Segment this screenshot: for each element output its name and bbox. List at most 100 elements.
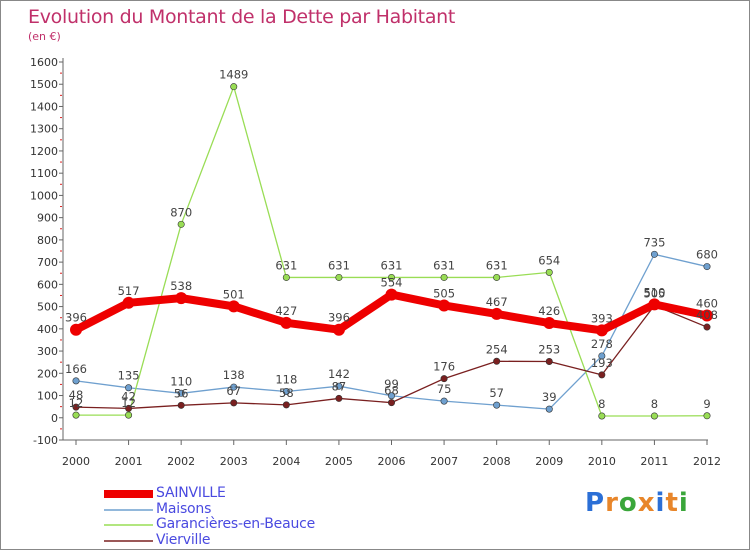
series-point-1	[72, 377, 80, 385]
data-label-2: 9	[703, 397, 710, 411]
data-label-2: 12	[69, 396, 84, 410]
series-point-0	[332, 323, 345, 336]
x-tick-label: 2012	[693, 455, 721, 468]
brand-letter: x	[637, 488, 656, 518]
x-tick-label: 2009	[535, 455, 563, 468]
data-label-2: 631	[328, 258, 350, 272]
data-label-2: 631	[275, 258, 297, 272]
data-label-2: 8	[598, 397, 605, 411]
series-point-3	[703, 323, 711, 331]
y-tick-label: 0	[51, 412, 58, 425]
y-tick-label: 700	[37, 256, 58, 269]
x-tick-label: 2011	[640, 455, 668, 468]
series-point-2	[335, 273, 343, 281]
chart-title: Evolution du Montant de la Dette par Hab…	[28, 6, 456, 28]
data-label-0: 505	[433, 286, 455, 300]
series-point-1	[282, 388, 290, 396]
data-label-1: 135	[118, 369, 140, 383]
y-tick-label: 800	[37, 234, 58, 247]
y-tick-label: -100	[33, 434, 58, 447]
data-label-2: 631	[433, 258, 455, 272]
data-label-0: 538	[170, 279, 192, 293]
series-point-2	[650, 412, 658, 420]
x-tick-label: 2008	[483, 455, 511, 468]
brand-letter: t	[665, 488, 679, 518]
data-label-1: 99	[384, 377, 399, 391]
series-point-0	[385, 288, 398, 301]
data-label-3: 67	[226, 384, 241, 398]
x-tick-label: 2010	[588, 455, 616, 468]
y-tick-label: 1600	[30, 56, 58, 69]
series-point-3	[335, 394, 343, 402]
y-tick-label: 500	[37, 301, 58, 314]
series-point-2	[387, 273, 395, 281]
data-label-1: 680	[696, 248, 718, 262]
legend-label-3: Vierville	[156, 532, 211, 548]
data-label-3: 42	[121, 389, 136, 403]
data-label-3: 68	[384, 384, 399, 398]
data-label-0: 510	[643, 285, 665, 299]
series-point-1	[703, 263, 711, 271]
data-label-3: 253	[538, 343, 560, 357]
data-label-0: 427	[275, 304, 297, 318]
y-tick-label: 400	[37, 323, 58, 336]
data-label-2: 870	[170, 205, 192, 219]
legend-label-2: Garancières-en-Beauce	[156, 516, 316, 532]
series-point-3	[493, 357, 501, 365]
data-label-1: 278	[591, 337, 613, 351]
data-label-3: 87	[332, 379, 347, 393]
y-tick-label: 1400	[30, 100, 58, 113]
series-point-1	[440, 397, 448, 405]
series-point-0	[648, 298, 661, 311]
data-label-0: 460	[696, 296, 718, 310]
x-tick-label: 2003	[220, 455, 248, 468]
series-point-1	[335, 382, 343, 390]
series-point-3	[598, 371, 606, 379]
data-label-3: 56	[174, 386, 189, 400]
data-label-1: 110	[170, 374, 192, 388]
series-point-0	[701, 309, 713, 322]
data-label-2: 8	[651, 397, 658, 411]
series-point-2	[177, 220, 185, 228]
brand-letter: P	[585, 488, 606, 518]
series-point-1	[598, 352, 606, 360]
series-point-2	[230, 83, 238, 91]
series-point-1	[230, 383, 238, 391]
series-point-0	[543, 317, 556, 330]
y-tick-label: 1000	[30, 189, 58, 202]
chart-unit-label: (en €)	[28, 30, 61, 43]
data-label-1: 142	[328, 367, 350, 381]
y-tick-label: 300	[37, 345, 58, 358]
data-label-0: 426	[538, 304, 560, 318]
y-tick-label: 100	[37, 390, 58, 403]
data-label-2: 1489	[219, 68, 248, 82]
series-point-1	[125, 384, 133, 392]
data-label-3: 48	[69, 388, 84, 402]
x-tick-label: 2006	[378, 455, 406, 468]
data-label-2: 631	[381, 258, 403, 272]
series-point-3	[230, 399, 238, 407]
data-label-2: 12	[121, 396, 136, 410]
series-point-2	[125, 411, 133, 419]
data-label-3: 254	[486, 342, 508, 356]
data-label-3: 58	[279, 386, 294, 400]
series-point-2	[72, 411, 80, 419]
series-point-2	[545, 268, 553, 276]
y-tick-label: 200	[37, 367, 58, 380]
series-point-0	[122, 296, 135, 309]
data-label-2: 631	[486, 258, 508, 272]
series-point-3	[545, 358, 553, 366]
x-tick-label: 2007	[430, 455, 458, 468]
y-tick-label: 600	[37, 278, 58, 291]
data-label-1: 138	[223, 368, 245, 382]
legend-label-0: SAINVILLE	[156, 485, 226, 501]
series-point-1	[650, 250, 658, 258]
series-point-1	[545, 405, 553, 413]
data-label-3: 408	[696, 308, 718, 322]
y-tick-label: 1200	[30, 145, 58, 158]
data-label-1: 166	[65, 362, 87, 376]
series-point-3	[282, 401, 290, 409]
series-point-1	[387, 392, 395, 400]
series-point-3	[125, 404, 133, 412]
